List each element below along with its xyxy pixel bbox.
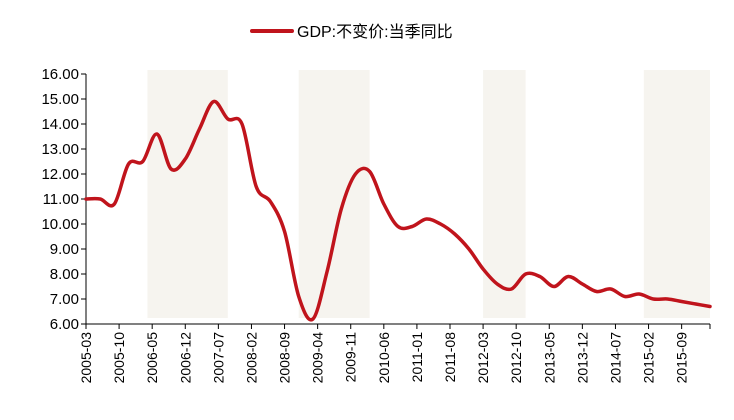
y-tick-label-2: 14.00 — [41, 116, 79, 133]
y-axis-ticks: 16.00 15.00 14.00 13.00 12.00 11.00 10.00 9.00 8… — [41, 66, 86, 333]
y-tick-label-10: 6.00 — [50, 316, 79, 333]
x-tick-label-17: 2015-02 — [641, 332, 657, 384]
y-tick-label-0: 16.00 — [41, 66, 79, 83]
x-tick-label-15: 2013-12 — [574, 332, 590, 384]
y-tick-label-6: 10.00 — [41, 216, 79, 233]
series-line-0 — [84, 99, 712, 322]
x-tick-label-14: 2013-05 — [541, 332, 557, 384]
shaded-period-1 — [298, 70, 370, 318]
x-tick-label-3: 2006-12 — [177, 332, 193, 384]
y-tick-label-5: 11.00 — [43, 191, 79, 208]
y-tick-label-8: 8.00 — [50, 266, 79, 283]
y-tick-label-9: 7.00 — [50, 291, 79, 308]
x-tick-label-1: 2005-10 — [111, 332, 127, 384]
shaded-period-3 — [643, 70, 710, 318]
x-tick-label-6: 2008-09 — [277, 332, 293, 384]
legend: GDP:不变价:当季同比 — [250, 23, 453, 41]
y-tick-label-3: 13.00 — [41, 141, 79, 158]
x-tick-label-0: 2005-03 — [78, 332, 94, 384]
x-tick-label-5: 2008-02 — [243, 332, 259, 384]
x-tick-label-2: 2006-05 — [144, 332, 160, 384]
x-axis-ticks: 2005-03 2005-10 2006-05 2006-12 2007-07 2008-… — [78, 324, 711, 384]
y-tick-label-4: 12.00 — [41, 166, 79, 183]
shaded-period-0 — [147, 70, 228, 318]
shaded-periods — [147, 70, 710, 318]
y-tick-label-7: 9.00 — [50, 241, 79, 258]
x-tick-label-4: 2007-07 — [210, 332, 226, 384]
x-tick-label-16: 2014-07 — [607, 332, 623, 384]
y-tick-label-1: 15.00 — [41, 91, 79, 108]
x-tick-label-18: 2015-09 — [674, 332, 690, 384]
x-tick-label-11: 2011-08 — [442, 332, 458, 383]
x-tick-label-13: 2012-10 — [508, 332, 524, 384]
x-tick-label-7: 2009-04 — [310, 332, 326, 384]
x-tick-label-8: 2009-11 — [343, 332, 359, 383]
series-lines — [84, 99, 712, 322]
legend-label: GDP:不变价:当季同比 — [297, 23, 453, 41]
x-tick-label-12: 2012-03 — [475, 332, 491, 384]
x-tick-label-10: 2011-01 — [409, 332, 425, 383]
x-tick-label-9: 2010-06 — [376, 332, 392, 384]
